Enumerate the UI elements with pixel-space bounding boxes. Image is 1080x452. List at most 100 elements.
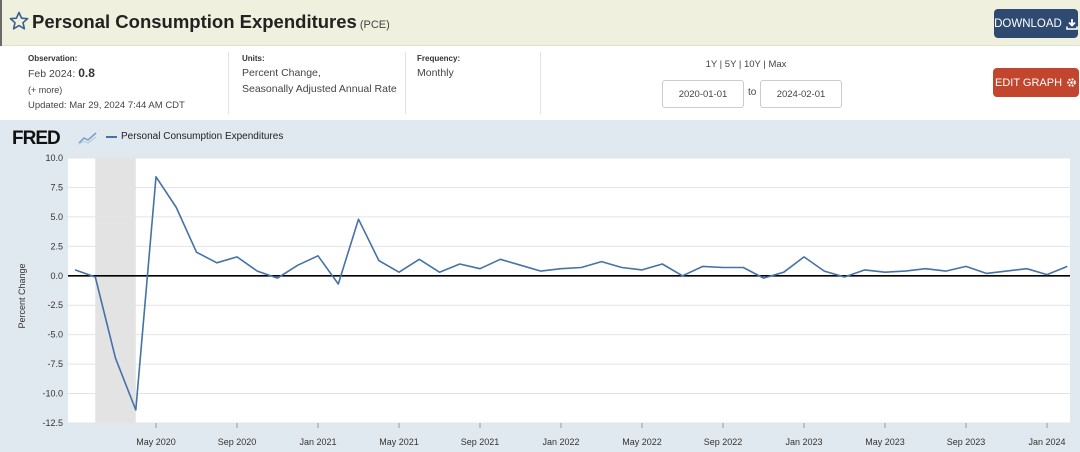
x-tick-label: Sep 2020 <box>218 437 257 447</box>
star-icon[interactable] <box>9 11 29 31</box>
data-point[interactable] <box>133 407 139 413</box>
gear-icon <box>1067 78 1076 87</box>
observation-block: Observation: Feb 2024: 0.8 (+ more) Upda… <box>28 53 185 114</box>
data-point[interactable] <box>882 269 888 275</box>
data-point[interactable] <box>619 265 625 271</box>
data-point[interactable] <box>740 265 746 271</box>
data-point[interactable] <box>983 270 989 276</box>
date-range-shortcuts: 1Y | 5Y | 10Y | Max <box>700 59 792 70</box>
data-point[interactable] <box>497 256 503 262</box>
observation-value: 0.8 <box>78 66 95 80</box>
data-point[interactable] <box>335 281 341 287</box>
data-point[interactable] <box>275 275 281 281</box>
x-tick-label: Jan 2024 <box>1028 437 1065 447</box>
start-date-input[interactable]: 2020-01-01 <box>662 80 744 108</box>
legend-label: Personal Consumption Expenditures <box>121 131 284 142</box>
data-point[interactable] <box>437 269 443 275</box>
x-tick-label: May 2022 <box>622 437 662 447</box>
divider <box>405 52 406 114</box>
series-metadata: Observation: Feb 2024: 0.8 (+ more) Upda… <box>0 46 1080 120</box>
y-tick-label: 10.0 <box>45 153 63 163</box>
data-point[interactable] <box>781 269 787 275</box>
data-point[interactable] <box>295 262 301 268</box>
data-point[interactable] <box>902 268 908 274</box>
data-point[interactable] <box>1064 263 1070 269</box>
units-line-1: Percent Change, <box>242 67 321 79</box>
legend-swatch <box>106 135 117 138</box>
y-tick-label: 2.5 <box>50 241 63 251</box>
divider <box>228 52 229 114</box>
data-point[interactable] <box>680 273 686 279</box>
plot-area <box>68 158 1070 423</box>
data-point[interactable] <box>416 256 422 262</box>
data-point[interactable] <box>457 261 463 267</box>
units-block: Units: Percent Change, Seasonally Adjust… <box>242 53 397 97</box>
data-point[interactable] <box>538 268 544 274</box>
edit-graph-label: EDIT GRAPH <box>994 76 1063 89</box>
range-max-link[interactable]: Max <box>768 59 787 70</box>
data-point[interactable] <box>578 265 584 271</box>
data-point[interactable] <box>92 274 98 280</box>
fred-logo[interactable]: FRED <box>12 128 61 149</box>
data-point[interactable] <box>234 254 240 260</box>
x-tick-label: Jan 2022 <box>542 437 579 447</box>
updated-label: Updated: <box>28 100 67 111</box>
data-point[interactable] <box>173 204 179 210</box>
x-tick-label: Sep 2023 <box>947 437 986 447</box>
series-title: Personal Consumption Expenditures (PCE) <box>32 11 390 33</box>
data-point[interactable] <box>1024 266 1030 272</box>
data-point[interactable] <box>356 216 362 222</box>
data-point[interactable] <box>700 263 706 269</box>
x-tick-label: May 2020 <box>136 437 176 447</box>
data-point[interactable] <box>315 253 321 259</box>
y-tick-label: -5.0 <box>47 330 63 340</box>
data-point[interactable] <box>639 267 645 273</box>
data-point[interactable] <box>153 174 159 180</box>
x-tick-label: May 2021 <box>379 437 419 447</box>
window-edge <box>0 0 2 46</box>
data-point[interactable] <box>376 257 382 263</box>
data-point[interactable] <box>113 355 119 361</box>
data-point[interactable] <box>72 267 78 273</box>
range-1y-link[interactable]: 1Y <box>705 59 718 70</box>
title-bar: Personal Consumption Expenditures (PCE) D… <box>0 0 1080 46</box>
divider <box>540 52 541 114</box>
data-point[interactable] <box>254 268 260 274</box>
data-point[interactable] <box>761 275 767 281</box>
updated-value: Mar 29, 2024 7:44 AM CDT <box>69 100 185 111</box>
data-point[interactable] <box>821 268 827 274</box>
data-point[interactable] <box>396 269 402 275</box>
x-tick-label: Sep 2022 <box>704 437 743 447</box>
data-point[interactable] <box>214 260 220 266</box>
data-point[interactable] <box>599 259 605 265</box>
frequency-value: Monthly <box>417 67 454 79</box>
data-point[interactable] <box>1044 272 1050 278</box>
chart-legend: Personal Consumption Expenditures <box>106 131 283 142</box>
data-point[interactable] <box>720 265 726 271</box>
data-point[interactable] <box>1004 268 1010 274</box>
download-button[interactable]: DOWNLOAD <box>994 9 1078 38</box>
data-point[interactable] <box>943 268 949 274</box>
series-line[interactable] <box>74 176 1068 411</box>
series-title-text: Personal Consumption Expenditures <box>32 11 357 32</box>
data-point[interactable] <box>923 266 929 272</box>
data-point[interactable] <box>842 274 848 280</box>
data-point[interactable] <box>194 249 200 255</box>
y-axis-label: Percent Change <box>17 263 27 328</box>
y-tick-label: 5.0 <box>50 212 63 222</box>
recession-band <box>95 158 136 423</box>
data-point[interactable] <box>862 267 868 273</box>
data-point[interactable] <box>801 254 807 260</box>
end-date-input[interactable]: 2024-02-01 <box>760 80 842 108</box>
data-point[interactable] <box>477 266 483 272</box>
range-10y-link[interactable]: 10Y <box>743 59 761 70</box>
range-5y-link[interactable]: 5Y <box>724 59 737 70</box>
data-point[interactable] <box>558 266 564 272</box>
data-point[interactable] <box>518 262 524 268</box>
edit-graph-button[interactable]: EDIT GRAPH <box>993 68 1079 97</box>
more-observations-link[interactable]: (+ more) <box>28 85 63 95</box>
x-tick-label: Jan 2021 <box>299 437 336 447</box>
data-point[interactable] <box>963 263 969 269</box>
data-point[interactable] <box>659 261 665 267</box>
